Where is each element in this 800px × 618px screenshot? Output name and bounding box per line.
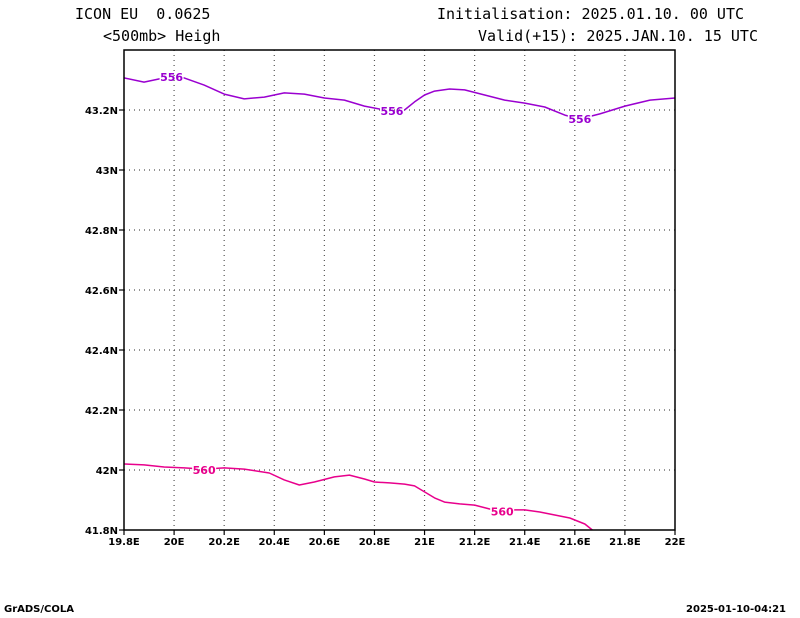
x-tick-label: 20.8E xyxy=(359,537,391,548)
valid-time: Valid(+15): 2025.JAN.10. 15 UTC xyxy=(478,27,758,45)
field-title: <500mb> Heigh xyxy=(103,27,221,45)
contour-line-560 xyxy=(123,463,593,531)
x-tick-label: 20.6E xyxy=(309,537,341,548)
y-tick-label: 42.2N xyxy=(85,406,118,417)
y-tick-label: 43.2N xyxy=(85,106,118,117)
x-tick-label: 21.2E xyxy=(459,537,491,548)
x-tick-label: 21E xyxy=(414,537,435,548)
x-tick-label: 21.6E xyxy=(559,537,591,548)
y-tick-label: 42.4N xyxy=(85,346,118,357)
x-tick-label: 19.8E xyxy=(108,537,140,548)
y-tick-label: 41.8N xyxy=(85,526,118,537)
x-tick-label: 20.2E xyxy=(208,537,240,548)
contour-label-556: 556 xyxy=(381,105,404,118)
x-tick-label: 20E xyxy=(164,537,185,548)
x-tick-label: 21.4E xyxy=(509,537,541,548)
x-tick-label: 21.8E xyxy=(609,537,641,548)
contour-line-556 xyxy=(123,77,676,120)
footer-timestamp: 2025-01-10-04:21 xyxy=(686,604,786,615)
contour-label-556: 556 xyxy=(160,71,183,84)
x-tick-label: 22E xyxy=(665,537,686,548)
contour-label-556: 556 xyxy=(568,113,591,126)
y-tick-label: 43N xyxy=(96,166,118,177)
y-tick-label: 42.6N xyxy=(85,286,118,297)
contour-label-560: 560 xyxy=(193,464,216,477)
footer-software: GrADS/COLA xyxy=(4,604,74,615)
init-time: Initialisation: 2025.01.10. 00 UTC xyxy=(436,5,744,23)
y-tick-label: 42.8N xyxy=(85,226,118,237)
contour-label-560: 560 xyxy=(491,505,514,518)
y-tick-label: 42N xyxy=(96,466,118,477)
model-title: ICON EU 0.0625 xyxy=(75,5,211,23)
x-tick-label: 20.4E xyxy=(259,537,291,548)
